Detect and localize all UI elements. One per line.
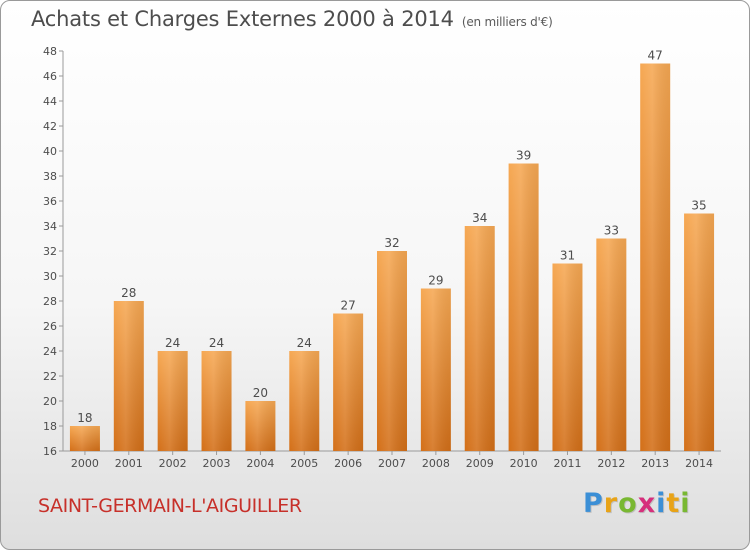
- y-tick-label: 44: [43, 95, 57, 108]
- y-tick-label: 48: [43, 45, 57, 58]
- logo-letter: P: [583, 488, 604, 519]
- x-tick-label: 2001: [115, 457, 143, 470]
- bar-shading: [596, 238, 627, 451]
- x-tick-label: 2009: [466, 457, 494, 470]
- bar-value-label: 28: [121, 286, 136, 300]
- bar-shading: [640, 63, 671, 451]
- x-axis: 2000 2001 2002 2003 2004 2005 2006 2007 2008 2009…: [63, 450, 721, 470]
- y-tick-label: 30: [43, 270, 57, 283]
- bar-shading: [157, 351, 188, 451]
- bar-value-label: 32: [384, 236, 399, 250]
- bar-value-label: 29: [428, 274, 443, 288]
- title-text: Achats et Charges Externes 2000 à 2014: [31, 7, 454, 31]
- y-tick-label: 38: [43, 170, 57, 183]
- bar-shading: [201, 351, 232, 451]
- x-tick-label: 2006: [334, 457, 362, 470]
- y-tick-label: 16: [43, 445, 57, 458]
- bars: [69, 63, 715, 451]
- bar-shading: [333, 313, 364, 451]
- bar-value-labels: 18 28 24 24 20 24 27 32 29 34 39 31 33 47 35: [77, 49, 706, 426]
- y-tick-label: 40: [43, 145, 57, 158]
- bar-shading: [464, 226, 495, 451]
- y-tick-label: 24: [43, 345, 57, 358]
- x-tick-label: 2007: [378, 457, 406, 470]
- bar-shading: [377, 251, 407, 451]
- y-tick-label: 20: [43, 395, 57, 408]
- bar-value-label: 33: [604, 224, 619, 238]
- title-unit: (en milliers d'€): [461, 15, 553, 29]
- x-tick-label: 2010: [510, 457, 538, 470]
- y-tick-label: 46: [43, 70, 57, 83]
- bar-value-label: 24: [165, 336, 180, 350]
- x-tick-label: 2003: [203, 457, 231, 470]
- y-tick-label: 36: [43, 195, 57, 208]
- y-tick-label: 26: [43, 320, 57, 333]
- logo-letter: i: [680, 488, 691, 519]
- bar-shading: [552, 263, 583, 451]
- bar-value-label: 34: [472, 211, 487, 225]
- logo-letter: o: [618, 488, 638, 519]
- bar-value-label: 39: [516, 149, 531, 163]
- logo-letter: x: [637, 488, 657, 519]
- bar-shading: [113, 301, 144, 451]
- x-tick-label: 2014: [685, 457, 713, 470]
- logo-letter: r: [603, 488, 619, 519]
- chart-title: Achats et Charges Externes 2000 à 2014 (e…: [31, 7, 553, 31]
- bar-value-label: 27: [340, 299, 355, 313]
- bar-value-label: 35: [691, 199, 706, 213]
- bar-value-label: 24: [209, 336, 224, 350]
- x-tick-label: 2005: [290, 457, 318, 470]
- proxiti-logo: Proxiti: [583, 488, 691, 519]
- bar-value-label: 24: [297, 336, 312, 350]
- bar-shading: [684, 213, 715, 451]
- bar-value-label: 31: [560, 249, 575, 263]
- y-tick-label: 32: [43, 245, 57, 258]
- y-tick-label: 22: [43, 370, 57, 383]
- y-tick-label: 42: [43, 120, 57, 133]
- bar-shading: [69, 426, 100, 451]
- bar-value-label: 47: [648, 49, 663, 63]
- bar-shading: [289, 351, 320, 451]
- bar-value-label: 20: [253, 386, 268, 400]
- commune-name: SAINT-GERMAIN-L'AIGUILLER: [38, 495, 302, 517]
- bar-shading: [508, 163, 539, 451]
- bar-value-label: 18: [77, 411, 92, 425]
- logo-letter: i: [656, 488, 667, 519]
- y-axis: 16 18 20 22 24 26 28 30 32 34 36 38 40 42 44 46 48: [43, 45, 64, 458]
- x-tick-label: 2013: [641, 457, 669, 470]
- y-tick-label: 34: [43, 220, 57, 233]
- y-tick-label: 28: [43, 295, 57, 308]
- x-tick-label: 2011: [553, 457, 581, 470]
- x-tick-label: 2004: [246, 457, 274, 470]
- x-tick-label: 2012: [597, 457, 625, 470]
- bar-shading: [245, 401, 276, 451]
- bar-shading: [420, 288, 451, 451]
- x-tick-label: 2008: [422, 457, 450, 470]
- logo-letter: t: [666, 488, 681, 519]
- y-tick-label: 18: [43, 420, 57, 433]
- x-tick-label: 2000: [71, 457, 99, 470]
- x-tick-label: 2002: [159, 457, 187, 470]
